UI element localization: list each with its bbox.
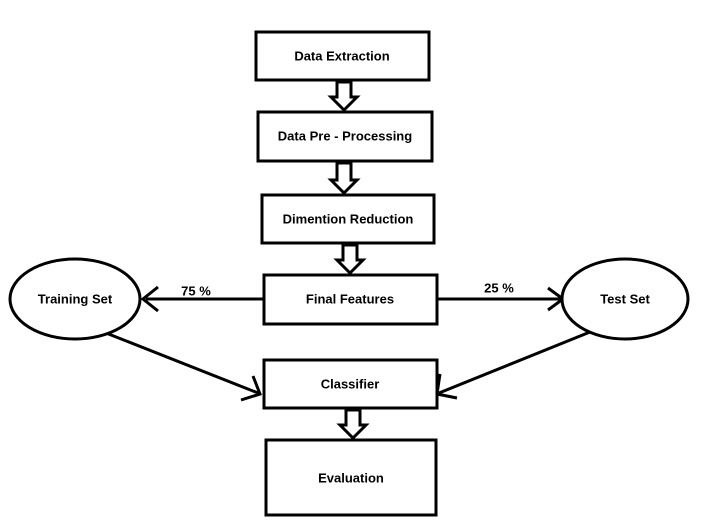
node-data-extraction: Data Extraction — [254, 30, 431, 82]
arrow-extraction-to-preprocessing — [327, 80, 361, 113]
node-classifier: Classifier — [262, 358, 439, 410]
node-data-preprocessing-label: Data Pre - Processing — [278, 129, 412, 144]
arrow-preprocessing-to-reduction — [327, 161, 361, 196]
connector-training-to-classifier — [105, 331, 259, 395]
node-final-features-label: Final Features — [306, 292, 394, 307]
node-evaluation-label: Evaluation — [318, 471, 384, 486]
node-training-set-label: Training Set — [38, 292, 113, 307]
arrow-classifier-to-evaluation — [336, 408, 370, 441]
node-dimension-reduction: Dimention Reduction — [260, 193, 436, 245]
arrowhead-training — [140, 285, 159, 313]
connector-test-to-classifier — [438, 330, 591, 395]
node-test-set-label: Test Set — [600, 292, 650, 307]
node-evaluation: Evaluation — [264, 438, 438, 517]
arrow-reduction-to-final-features — [333, 243, 367, 276]
node-test-set: Test Set — [560, 257, 690, 341]
node-dimension-reduction-label: Dimention Reduction — [283, 212, 414, 227]
edge-label-test-split: 25 % — [484, 281, 514, 296]
arrowhead-classifier-left — [240, 375, 262, 402]
node-data-extraction-label: Data Extraction — [294, 49, 389, 64]
node-final-features: Final Features — [262, 273, 439, 326]
node-training-set: Training Set — [8, 257, 142, 341]
node-classifier-label: Classifier — [321, 377, 380, 392]
node-data-preprocessing: Data Pre - Processing — [256, 110, 434, 163]
edge-label-training-split: 75 % — [181, 284, 211, 299]
